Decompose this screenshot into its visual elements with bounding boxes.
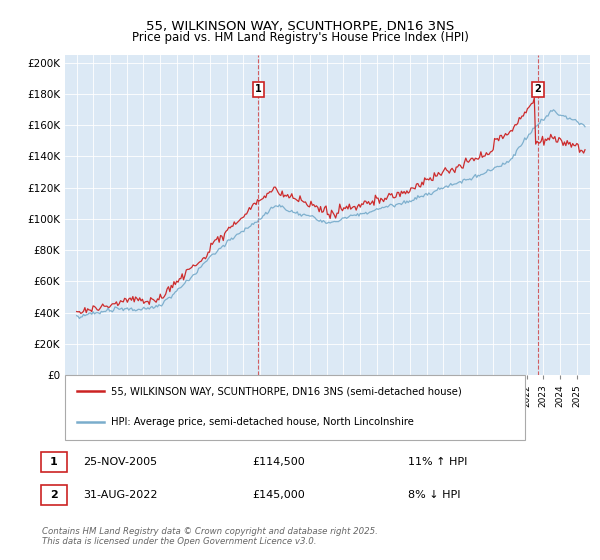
Text: Contains HM Land Registry data © Crown copyright and database right 2025.
This d: Contains HM Land Registry data © Crown c… xyxy=(42,526,378,546)
FancyBboxPatch shape xyxy=(65,375,525,440)
Text: £145,000: £145,000 xyxy=(252,490,305,500)
Text: Price paid vs. HM Land Registry's House Price Index (HPI): Price paid vs. HM Land Registry's House … xyxy=(131,31,469,44)
FancyBboxPatch shape xyxy=(41,452,67,472)
Text: £114,500: £114,500 xyxy=(252,457,305,467)
FancyBboxPatch shape xyxy=(41,485,67,505)
Text: 8% ↓ HPI: 8% ↓ HPI xyxy=(408,490,461,500)
Text: 31-AUG-2022: 31-AUG-2022 xyxy=(83,490,157,500)
Text: 25-NOV-2005: 25-NOV-2005 xyxy=(83,457,157,467)
Text: 2: 2 xyxy=(50,490,58,500)
Text: 2: 2 xyxy=(535,85,541,94)
Text: HPI: Average price, semi-detached house, North Lincolnshire: HPI: Average price, semi-detached house,… xyxy=(111,417,414,427)
Text: 55, WILKINSON WAY, SCUNTHORPE, DN16 3NS: 55, WILKINSON WAY, SCUNTHORPE, DN16 3NS xyxy=(146,20,454,32)
Text: 55, WILKINSON WAY, SCUNTHORPE, DN16 3NS (semi-detached house): 55, WILKINSON WAY, SCUNTHORPE, DN16 3NS … xyxy=(111,386,462,396)
Text: 1: 1 xyxy=(255,85,262,94)
Text: 1: 1 xyxy=(50,457,58,467)
Text: 11% ↑ HPI: 11% ↑ HPI xyxy=(408,457,467,467)
